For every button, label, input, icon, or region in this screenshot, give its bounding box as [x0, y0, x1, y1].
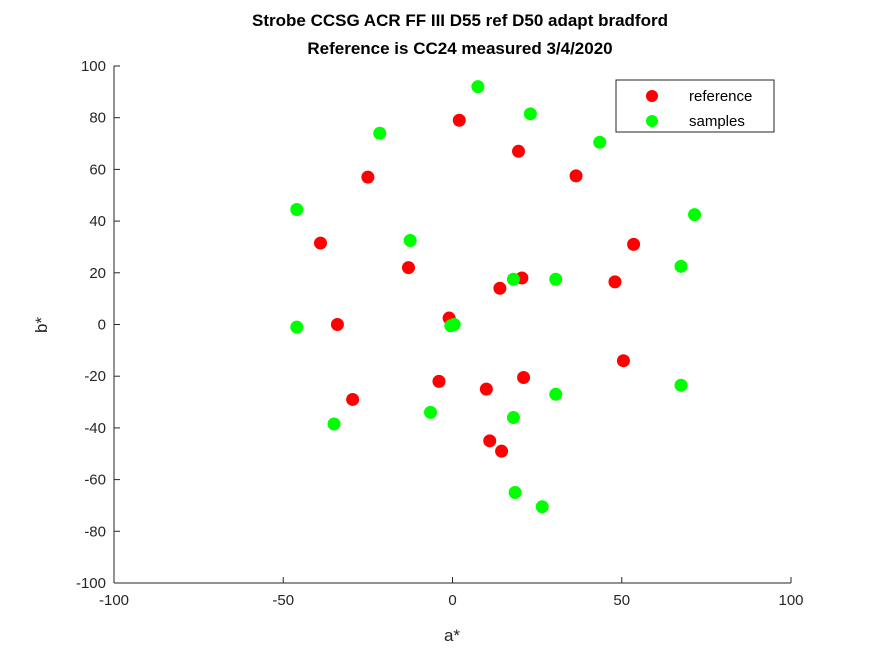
samples-point: [373, 126, 387, 140]
y-tick-label: -20: [84, 368, 106, 385]
y-tick-label: -80: [84, 523, 106, 540]
y-tick-label: -40: [84, 420, 106, 437]
reference-point: [432, 374, 446, 388]
y-tick-label: 0: [98, 317, 106, 334]
y-tick-label: 60: [89, 161, 106, 178]
legend-marker-samples: [646, 115, 658, 127]
reference-point: [452, 113, 466, 127]
legend-box: [615, 79, 775, 133]
y-tick-label: 100: [81, 58, 106, 75]
samples-point: [688, 208, 702, 222]
reference-point: [483, 434, 497, 448]
reference-point: [608, 275, 622, 289]
reference-point: [313, 236, 327, 250]
reference-point: [361, 170, 375, 184]
reference-point: [517, 370, 531, 384]
samples-point: [423, 405, 437, 419]
samples-point: [506, 411, 520, 425]
reference-point: [512, 144, 526, 158]
samples-point: [447, 318, 461, 331]
samples-point: [290, 202, 304, 216]
chart-title-line-1: Strobe CCSG ACR FF III D55 ref D50 adapt…: [252, 11, 668, 30]
x-axis-label: a*: [444, 626, 460, 645]
x-tick-label: 50: [613, 592, 630, 609]
reference-point: [493, 281, 507, 295]
reference-point: [346, 392, 360, 406]
axes: -100 -50 0 50 100 -100 -80 -60 -40 -20 0 20 40 60 80 10…: [76, 58, 804, 609]
x-tick-label: 100: [778, 592, 803, 609]
legend: reference samples: [615, 79, 775, 133]
reference-point: [330, 318, 344, 331]
reference-point: [616, 354, 630, 368]
y-tick-label: -100: [76, 575, 106, 592]
y-axis-label: b*: [32, 317, 51, 333]
y-tick-label: -60: [84, 472, 106, 489]
samples-point: [471, 80, 485, 94]
legend-marker-reference: [646, 90, 658, 102]
samples-point: [508, 486, 522, 500]
samples-point: [549, 387, 563, 401]
y-tick-label: 20: [89, 265, 106, 282]
x-tick-label: -100: [99, 592, 129, 609]
series-samples: [290, 80, 702, 514]
reference-point: [627, 237, 641, 251]
samples-point: [674, 378, 688, 392]
samples-point: [674, 259, 688, 273]
samples-point: [535, 500, 549, 514]
y-tick-label: 40: [89, 213, 106, 230]
samples-point: [549, 272, 563, 286]
samples-point: [523, 107, 537, 121]
y-tick-label: 80: [89, 110, 106, 127]
samples-point: [290, 320, 304, 334]
data-points: [290, 80, 702, 514]
reference-point: [479, 382, 493, 396]
samples-point: [593, 135, 607, 149]
legend-label-reference: reference: [689, 88, 752, 105]
samples-point: [403, 233, 417, 247]
x-tick-label: -50: [272, 592, 294, 609]
reference-point: [495, 444, 509, 458]
reference-point: [401, 261, 415, 275]
legend-label-samples: samples: [689, 113, 745, 130]
chart-title-line-2: Reference is CC24 measured 3/4/2020: [307, 39, 612, 58]
x-tick-label: 0: [448, 592, 456, 609]
reference-point: [569, 169, 583, 183]
samples-point: [327, 417, 341, 431]
samples-point: [506, 272, 520, 286]
